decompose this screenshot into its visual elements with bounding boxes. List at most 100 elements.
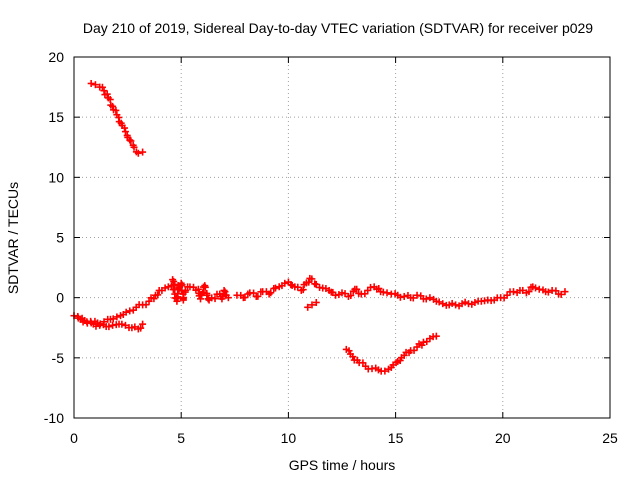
data-point xyxy=(272,284,280,292)
data-point xyxy=(161,284,169,292)
data-point xyxy=(409,294,417,302)
x-tick-label: 25 xyxy=(602,430,618,446)
data-point xyxy=(400,292,408,300)
x-tick-label: 20 xyxy=(495,430,511,446)
y-axis-label: SDTVAR / TECUs xyxy=(5,182,21,294)
x-tick-label: 0 xyxy=(70,430,78,446)
data-point xyxy=(435,298,443,306)
x-tick-label: 5 xyxy=(177,430,185,446)
data-point xyxy=(164,283,172,291)
data-point xyxy=(127,137,135,145)
data-point xyxy=(100,87,108,95)
data-point xyxy=(304,303,312,311)
data-point xyxy=(118,320,126,328)
data-point xyxy=(112,106,120,114)
series xyxy=(387,283,569,310)
data-point xyxy=(294,283,302,291)
data-point xyxy=(396,293,404,301)
axis-ticks: 0 5 10 15 20 25 -10 -5 0 5 10 15 20 xyxy=(44,49,618,446)
data-point xyxy=(134,149,142,157)
data-point xyxy=(121,128,129,136)
y-tick-label: -10 xyxy=(44,410,64,426)
y-tick-label: 20 xyxy=(48,49,64,65)
data-point xyxy=(461,298,469,306)
data-point xyxy=(109,102,117,110)
data-point xyxy=(203,291,211,299)
series xyxy=(304,298,320,311)
data-point xyxy=(353,285,361,293)
data-point xyxy=(452,301,460,309)
series xyxy=(169,276,232,305)
data-point xyxy=(196,295,204,303)
data-point xyxy=(180,294,188,302)
data-point xyxy=(308,275,316,283)
data-point xyxy=(211,295,219,303)
data-point xyxy=(448,299,456,307)
data-point xyxy=(121,124,129,132)
data-point xyxy=(561,288,569,296)
data-point xyxy=(510,288,518,296)
data-point xyxy=(103,90,111,98)
series xyxy=(342,332,440,375)
data-point xyxy=(519,286,527,294)
data-point xyxy=(145,297,153,305)
data-point xyxy=(299,286,307,294)
data-point xyxy=(87,319,95,327)
data-point xyxy=(381,367,389,375)
y-tick-label: 0 xyxy=(56,290,64,306)
data-point xyxy=(113,313,121,321)
data-point xyxy=(383,289,391,297)
data-point xyxy=(105,323,113,331)
data-point xyxy=(224,294,232,302)
x-axis-label: GPS time / hours xyxy=(289,457,396,473)
data-point xyxy=(87,79,95,87)
data-point xyxy=(194,285,202,293)
data-point xyxy=(181,286,189,294)
data-point xyxy=(204,295,212,303)
data-point xyxy=(130,143,138,151)
data-point xyxy=(312,298,320,306)
y-tick-label: -5 xyxy=(52,350,65,366)
data-point xyxy=(154,291,162,299)
data-point xyxy=(137,324,145,332)
data-point xyxy=(544,288,552,296)
data-point xyxy=(122,308,130,316)
data-point xyxy=(281,279,289,287)
x-tick-label: 15 xyxy=(388,430,404,446)
data-point xyxy=(139,148,147,156)
x-tick-label: 10 xyxy=(281,430,297,446)
data-point xyxy=(439,300,447,308)
data-point xyxy=(126,136,134,144)
data-point xyxy=(221,288,229,296)
data-point xyxy=(121,321,129,329)
data-point xyxy=(345,347,353,355)
data-points xyxy=(70,79,569,375)
chart-title: Day 210 of 2019, Sidereal Day-to-day VTE… xyxy=(83,20,593,36)
y-tick-label: 5 xyxy=(56,230,64,246)
data-point xyxy=(432,332,440,340)
data-point xyxy=(267,289,275,297)
data-point xyxy=(347,291,355,299)
series xyxy=(87,79,147,157)
grid xyxy=(74,57,610,418)
data-point xyxy=(422,295,430,303)
data-point xyxy=(96,320,104,328)
data-point xyxy=(100,318,108,326)
data-point xyxy=(109,315,117,323)
data-point xyxy=(308,301,316,309)
data-point xyxy=(220,286,228,294)
data-point xyxy=(91,81,99,89)
series xyxy=(233,274,391,302)
series xyxy=(74,280,185,328)
data-point xyxy=(426,294,434,302)
data-point xyxy=(525,288,533,296)
data-point xyxy=(532,284,540,292)
y-tick-label: 10 xyxy=(48,169,64,185)
data-point xyxy=(471,298,479,306)
data-point xyxy=(139,320,147,328)
data-point xyxy=(557,290,565,298)
data-point xyxy=(254,292,262,300)
data-point xyxy=(201,283,209,291)
y-tick-label: 15 xyxy=(48,109,64,125)
